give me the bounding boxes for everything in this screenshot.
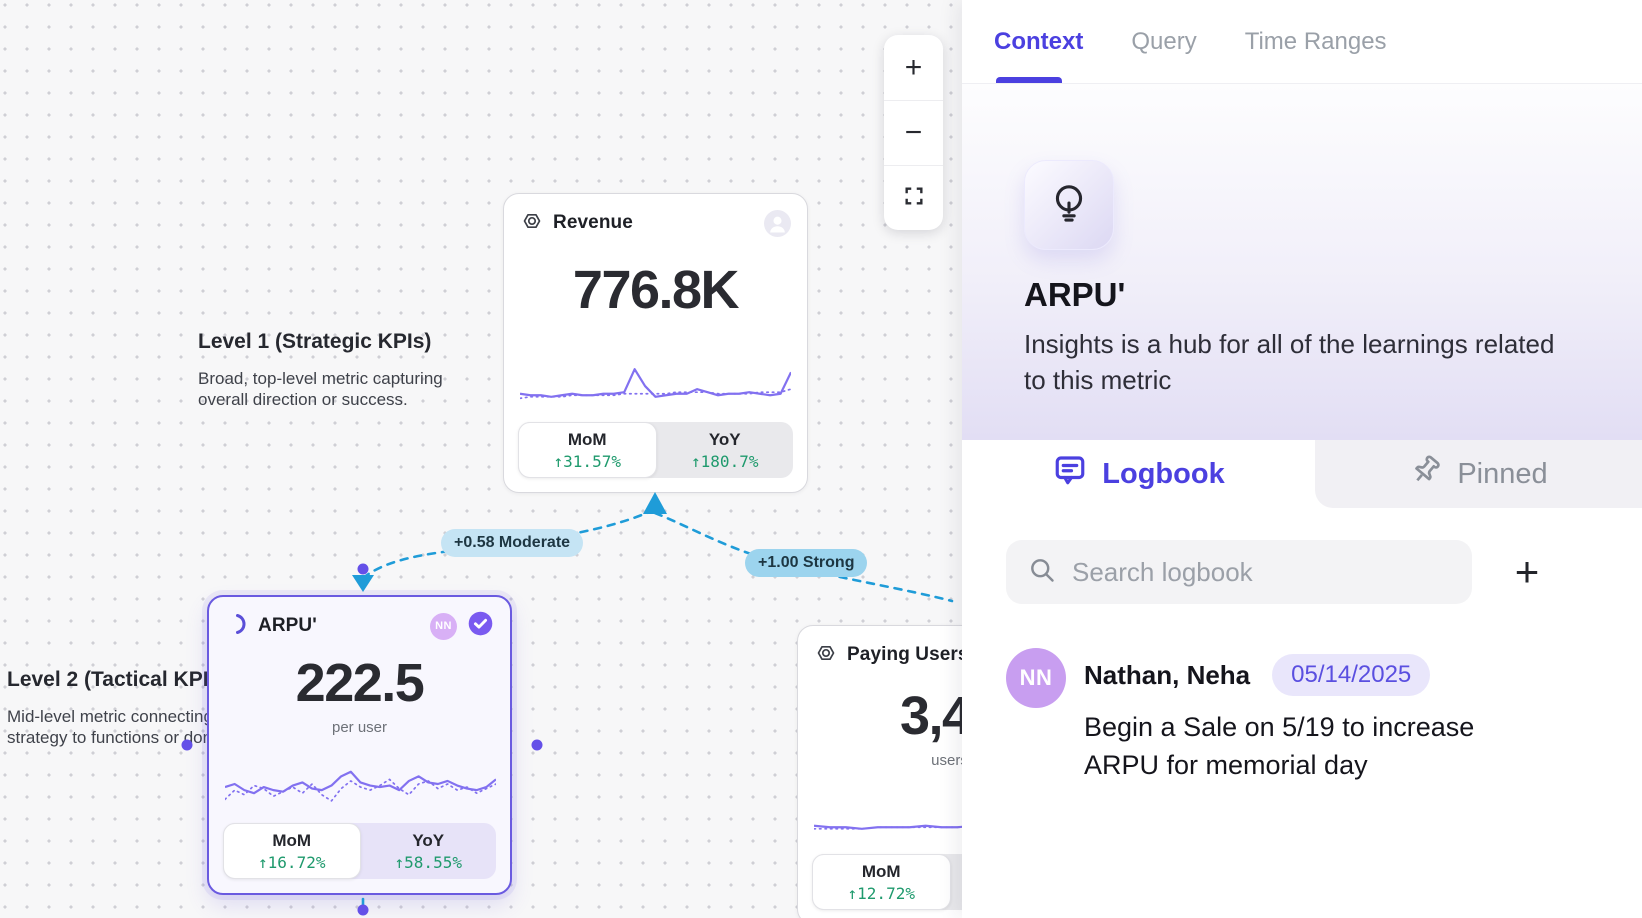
yoy-label: YoY	[412, 830, 445, 850]
yoy-label: YoY	[708, 429, 741, 449]
mom-value: ↑16.72%	[258, 852, 326, 872]
tab-context[interactable]: Context	[994, 27, 1084, 55]
plus-icon: +	[904, 50, 923, 84]
verified-check-badge	[467, 610, 494, 642]
active-tab-underline	[996, 77, 1062, 83]
arpu-top-handle[interactable]	[357, 563, 369, 575]
correlation-label-strong[interactable]: +1.00 Strong	[745, 549, 868, 577]
search-input[interactable]	[1072, 556, 1450, 588]
card-title: ARPU'	[258, 615, 317, 636]
mom-toggle[interactable]: MoM ↑31.57%	[518, 422, 657, 478]
arrowhead-into-revenue	[643, 492, 667, 514]
tab-query[interactable]: Query	[1131, 27, 1197, 55]
owner-avatar-icon	[764, 209, 791, 237]
metric-hero-section: ARPU' Insights is a hub for all of the l…	[962, 84, 1642, 440]
sparkline-chart	[225, 761, 496, 807]
level-2-title: Level 2 (Tactical KPIs	[7, 668, 221, 691]
level-2-description: Mid-level metric connecting strategy to …	[7, 707, 227, 747]
hexagon-metric-icon	[520, 209, 544, 238]
search-icon	[1028, 556, 1056, 589]
metric-card-paying-users[interactable]: Paying Users' 3,49 users MoM ↑12.72%	[797, 625, 962, 918]
metric-name-heading: ARPU'	[1024, 276, 1126, 313]
metric-tree-canvas[interactable]: Level 1 (Strategic KPIs) Broad, top-leve…	[0, 0, 962, 918]
log-entry-text: Begin a Sale on 5/19 to increase ARPU fo…	[1084, 712, 1475, 780]
correlation-label-moderate[interactable]: +0.58 Moderate	[441, 529, 584, 557]
card-title: Paying Users'	[847, 644, 962, 665]
pinned-label: Pinned	[1457, 457, 1548, 490]
yoy-toggle[interactable]	[951, 854, 963, 910]
tab-logbook[interactable]: Logbook	[962, 440, 1315, 508]
period-toggle: MoM ↑12.72%	[812, 854, 962, 910]
logbook-search-box[interactable]	[1006, 540, 1472, 604]
metric-value: 222.5	[295, 653, 425, 713]
metric-unit: users	[931, 752, 962, 769]
hexagon-metric-icon	[814, 641, 838, 670]
zoom-in-button[interactable]: +	[884, 35, 943, 100]
lightbulb-icon	[1047, 181, 1091, 230]
level-1-group-label: Level 1 (Strategic KPIs) Broad, top-leve…	[198, 330, 450, 410]
metric-value: 776.8K	[572, 260, 740, 320]
minus-icon: −	[904, 116, 923, 149]
logbook-entry[interactable]: NN Nathan, Neha 05/14/2025 Begin a Sale …	[1006, 648, 1552, 784]
arpu-bottom-handle[interactable]	[357, 904, 369, 916]
zoom-out-button[interactable]: −	[884, 100, 943, 165]
mom-value: ↑12.72%	[847, 883, 915, 903]
mom-label: MoM	[567, 429, 607, 449]
metric-unit: per user	[331, 719, 388, 736]
metric-detail-panel: Context Query Time Ranges ARPU' Insights…	[962, 0, 1642, 918]
canvas-zoom-controls: + −	[884, 35, 943, 230]
crescent-moon-icon	[225, 612, 249, 641]
metric-card-revenue[interactable]: Revenue 776.8K MoM ↑31.57% YoY ↑180.7%	[503, 193, 808, 493]
level-1-description: Broad, top-level metric capturing overal…	[198, 369, 443, 409]
sparkline-chart	[520, 360, 791, 406]
log-date-badge: 05/14/2025	[1272, 654, 1431, 696]
mom-toggle[interactable]: MoM ↑16.72%	[223, 823, 361, 879]
mom-label: MoM	[272, 830, 312, 850]
card-title: Revenue	[553, 212, 633, 233]
arpu-right-handle[interactable]	[531, 739, 543, 751]
author-avatar: NN	[1006, 648, 1066, 708]
metric-description: Insights is a hub for all of the learnin…	[1024, 329, 1555, 395]
logbook-pinned-tabs: Logbook Pinned	[962, 440, 1642, 508]
tab-time-ranges[interactable]: Time Ranges	[1244, 27, 1387, 55]
logbook-label: Logbook	[1102, 457, 1225, 490]
level-2-group-label: Level 2 (Tactical KPIs Mid-level metric …	[7, 668, 245, 748]
mom-label: MoM	[861, 861, 901, 881]
insights-tile	[1024, 160, 1114, 250]
fullscreen-icon	[903, 181, 925, 215]
mom-toggle[interactable]: MoM ↑12.72%	[812, 854, 951, 910]
level-1-title: Level 1 (Strategic KPIs)	[198, 330, 432, 353]
yoy-toggle[interactable]: YoY ↑58.55%	[361, 823, 497, 879]
sparkline-chart	[814, 792, 962, 838]
panel-tabbar: Context Query Time Ranges	[962, 0, 1642, 84]
metric-value: 3,49	[899, 686, 962, 746]
plus-icon: +	[1514, 548, 1540, 595]
log-author-name: Nathan, Neha	[1084, 659, 1251, 690]
yoy-value: ↑58.55%	[394, 852, 462, 872]
yoy-toggle[interactable]: YoY ↑180.7%	[657, 422, 794, 478]
chat-bubble-icon	[1052, 452, 1088, 496]
period-toggle: MoM ↑31.57% YoY ↑180.7%	[518, 422, 793, 478]
logbook-content: + NN Nathan, Neha 05/14/2025 Begin a Sal…	[962, 508, 1642, 784]
arrowhead-into-arpu	[352, 575, 374, 592]
metric-card-arpu[interactable]: ARPU' NN 222.5 per user MoM ↑16.72% YoY …	[207, 595, 512, 895]
yoy-value: ↑180.7%	[691, 451, 759, 471]
add-log-entry-button[interactable]: +	[1502, 547, 1552, 597]
period-toggle: MoM ↑16.72% YoY ↑58.55%	[223, 823, 496, 879]
assignee-initials-badge: NN	[430, 612, 457, 640]
pushpin-icon	[1409, 453, 1443, 495]
fit-view-button[interactable]	[884, 165, 943, 230]
mom-value: ↑31.57%	[553, 451, 621, 471]
tab-pinned[interactable]: Pinned	[1315, 440, 1642, 508]
